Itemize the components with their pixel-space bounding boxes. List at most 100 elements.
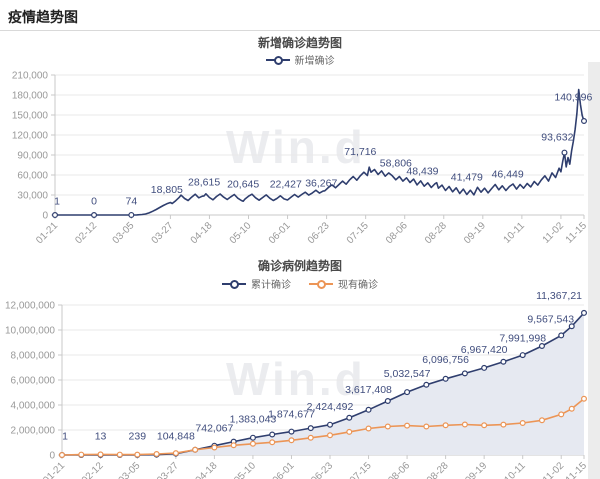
legend-item-new-confirmed[interactable]: 新增确诊: [265, 52, 335, 67]
data-point-marker: [288, 428, 295, 435]
data-point-marker: [580, 118, 587, 125]
data-point-label: 1,383,043: [230, 414, 277, 426]
data-point-marker: [580, 395, 587, 402]
data-point-marker: [404, 389, 411, 396]
x-axis-label: 06-23: [306, 220, 332, 246]
data-point-marker: [211, 444, 218, 451]
data-point-marker: [568, 405, 575, 412]
legend-item-existing-confirmed[interactable]: 现有确诊: [309, 276, 378, 291]
data-point-label: 74: [125, 195, 137, 207]
x-axis-label: 11-15: [564, 460, 590, 479]
data-point-marker: [519, 352, 526, 359]
data-point-marker: [404, 422, 411, 429]
x-axis-label: 10-11: [502, 460, 528, 479]
x-axis-label: 08-28: [423, 220, 449, 246]
y-axis-label: 180,000: [12, 91, 49, 102]
data-point-marker: [580, 309, 587, 316]
data-point-marker: [230, 442, 237, 449]
data-point-marker: [307, 434, 314, 441]
scrollbar[interactable]: [588, 62, 600, 479]
data-point-label: 104,848: [157, 430, 195, 442]
data-point-marker: [78, 451, 85, 458]
x-axis-label: 07-15: [345, 220, 371, 246]
data-point-marker: [500, 358, 507, 365]
legend-item-cumulative-confirmed[interactable]: 累计确诊: [222, 276, 291, 291]
legend-label: 累计确诊: [251, 280, 291, 291]
new-cases-chart-canvas: 0 30,000 60,000 90,000 120,000 150,000 180,000…: [12, 71, 593, 247]
y-axis-label: 90,000: [17, 151, 48, 162]
data-point-label: 0: [91, 195, 97, 207]
data-point-marker: [538, 417, 545, 424]
y-axis-label: 120,000: [12, 131, 49, 142]
data-point-marker: [153, 451, 160, 458]
data-point-label: 93,632: [541, 131, 573, 143]
x-axis-label: 11-02: [541, 460, 567, 479]
data-point-label: 28,615: [188, 177, 220, 189]
data-point-marker: [500, 421, 507, 428]
y-axis-label: 30,000: [17, 191, 48, 202]
data-point-marker: [91, 212, 98, 219]
x-axis-label: 06-01: [267, 220, 293, 246]
data-point-marker: [538, 342, 545, 349]
series-line-0: [55, 88, 585, 216]
x-axis-label: 11-02: [541, 220, 567, 246]
new-cases-chart-legend: 新增确诊: [0, 52, 600, 67]
data-point-marker: [51, 211, 58, 218]
data-point-marker: [172, 450, 179, 457]
data-point-marker: [327, 421, 334, 428]
legend-label: 新增确诊: [294, 56, 335, 67]
x-axis-label: 01-21: [34, 220, 60, 246]
data-point-label: 1: [62, 430, 68, 442]
data-point-label: 6,096,756: [422, 354, 469, 366]
circle-marker-icon: [230, 279, 239, 289]
x-axis-label: 07-15: [348, 460, 374, 479]
data-point-label: 71,716: [344, 146, 376, 158]
data-point-label: 6,967,420: [461, 344, 508, 356]
data-point-marker: [561, 149, 568, 156]
data-point-label: 11,367,21: [536, 290, 582, 302]
x-axis-label: 03-05: [111, 220, 137, 246]
x-axis-label: 05-10: [228, 220, 254, 246]
data-point-marker: [346, 414, 353, 421]
x-axis-label: 03-05: [117, 460, 143, 479]
legend-label: 现有确诊: [338, 280, 378, 291]
data-point-label: 9,567,543: [527, 314, 574, 326]
data-point-marker: [384, 397, 391, 404]
data-point-label: 239: [129, 430, 147, 442]
data-point-marker: [269, 439, 276, 446]
cumulative-chart-canvas: 0 2,000,000 4,000,000 6,000,000 8,000,000 10,…: [5, 290, 590, 479]
data-point-label: 742,067: [195, 422, 233, 434]
series-area-0: [62, 312, 584, 455]
data-point-marker: [249, 440, 256, 447]
data-point-marker: [519, 420, 526, 427]
data-point-label: 13: [95, 430, 107, 442]
data-point-marker: [442, 375, 449, 382]
x-axis-label: 08-06: [386, 460, 412, 479]
x-axis-label: 08-28: [425, 460, 451, 479]
x-axis-label: 03-27: [155, 460, 181, 479]
y-axis-label: 4,000,000: [11, 401, 56, 412]
data-point-label: 46,449: [492, 169, 524, 181]
circle-marker-icon: [273, 55, 283, 65]
data-point-marker: [192, 446, 199, 453]
x-axis-label: 03-27: [150, 220, 176, 246]
page-title: 疫情趋势图: [8, 9, 78, 25]
data-point-label: 3,617,408: [345, 384, 392, 396]
data-point-label: 58,806: [380, 157, 412, 169]
x-axis-label: 02-12: [80, 460, 106, 479]
y-axis-label: 0: [42, 211, 48, 222]
line-marker-icon: [222, 279, 246, 289]
data-point-label: 1,874,677: [268, 409, 315, 421]
data-point-label: 140,996: [554, 91, 592, 103]
x-axis-label: 06-01: [271, 460, 297, 479]
x-axis-label: 09-19: [463, 460, 489, 479]
data-point-marker: [423, 381, 430, 388]
data-point-marker: [558, 332, 565, 339]
data-point-label: 5,032,547: [384, 368, 431, 380]
cumulative-chart-title: 确诊病例趋势图: [257, 259, 342, 273]
data-point-label: 20,645: [227, 179, 259, 191]
data-point-marker: [307, 425, 314, 432]
circle-marker-icon: [317, 279, 326, 289]
data-point-marker: [58, 451, 65, 458]
x-axis-label: 10-11: [502, 220, 528, 246]
